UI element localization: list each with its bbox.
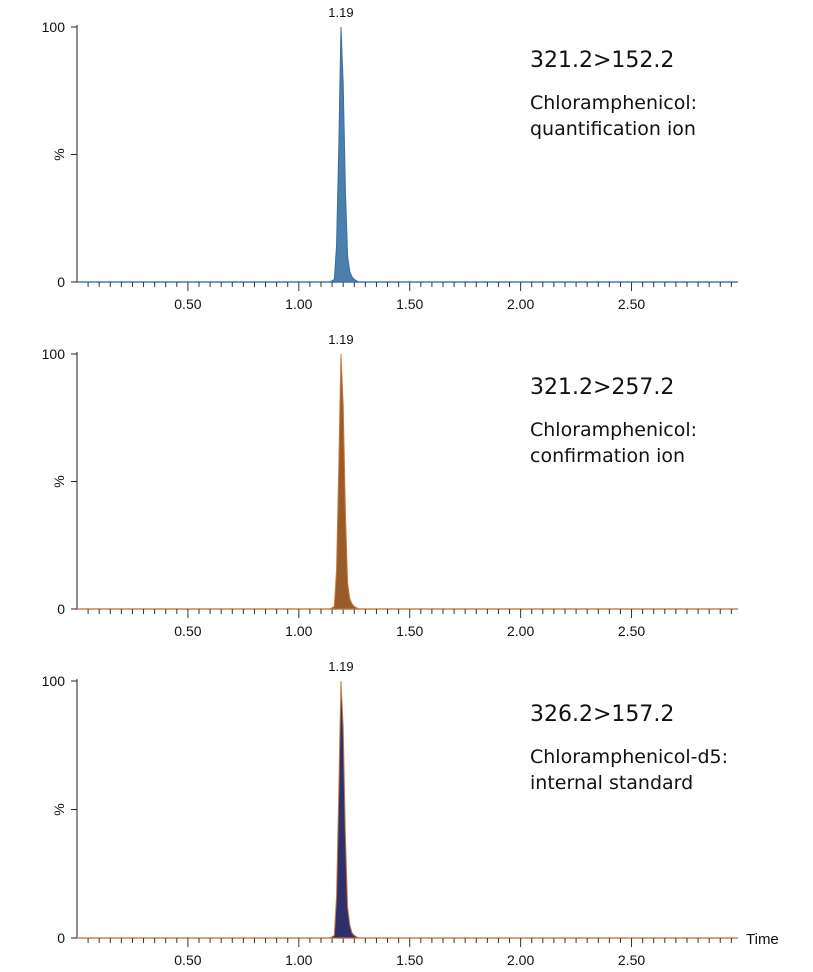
chromatogram-panel-2: 100 0% 0.50 1.00 1.50 2.00 2.50 1.19 321.2>257.2… bbox=[42, 332, 738, 639]
x-axis-title: Time bbox=[746, 931, 779, 948]
compound-annotation: Chloramphenicol: bbox=[530, 92, 697, 114]
compound-annotation: Chloramphenicol-d5: bbox=[530, 746, 728, 768]
y-tick-label: 0 bbox=[57, 930, 65, 946]
peak-area bbox=[329, 680, 359, 939]
y-axis-label: % bbox=[51, 803, 67, 815]
x-tick-label: 2.00 bbox=[507, 623, 534, 639]
x-tick-label: 0.50 bbox=[174, 296, 201, 312]
peak-area bbox=[329, 26, 359, 283]
y-tick-label: 100 bbox=[42, 346, 66, 362]
peak-retention-label: 1.19 bbox=[328, 659, 353, 674]
y-axis-label: % bbox=[51, 475, 67, 487]
x-tick-label: 2.50 bbox=[618, 623, 645, 639]
mrm-transition-label: 321.2>257.2 bbox=[530, 375, 674, 400]
compound-annotation: quantification ion bbox=[530, 118, 696, 140]
mrm-transition-label: 321.2>152.2 bbox=[530, 48, 674, 73]
x-tick-label: 1.00 bbox=[285, 952, 312, 968]
compound-annotation: confirmation ion bbox=[530, 445, 685, 467]
x-tick-label: 1.50 bbox=[396, 952, 423, 968]
x-tick-label: 0.50 bbox=[174, 623, 201, 639]
compound-annotation: Chloramphenicol: bbox=[530, 419, 697, 441]
y-tick-label: 0 bbox=[57, 601, 65, 617]
x-tick-label: 1.00 bbox=[285, 623, 312, 639]
chromatogram-panel-1: 100 0% 0.50 1.00 1.50 2.00 2.50 1.19 321.2>152.2… bbox=[42, 5, 738, 312]
peak-retention-label: 1.19 bbox=[328, 5, 353, 20]
y-tick-label: 100 bbox=[42, 673, 66, 689]
y-tick-label: 0 bbox=[57, 274, 65, 290]
x-tick-label: 2.50 bbox=[618, 952, 645, 968]
x-tick-label: 0.50 bbox=[174, 952, 201, 968]
peak-area bbox=[329, 353, 359, 610]
y-axis-label: % bbox=[51, 148, 67, 160]
peak-retention-label: 1.19 bbox=[328, 332, 353, 347]
chromatogram-panel-3: 100 0% 0.50 1.00 1.50 2.00 2.50 1.19 326.2>157.2… bbox=[42, 659, 779, 968]
x-tick-label: 1.50 bbox=[396, 296, 423, 312]
x-tick-label: 2.00 bbox=[507, 952, 534, 968]
x-tick-label: 1.50 bbox=[396, 623, 423, 639]
mrm-transition-label: 326.2>157.2 bbox=[530, 702, 674, 727]
x-tick-label: 2.00 bbox=[507, 296, 534, 312]
x-tick-label: 2.50 bbox=[618, 296, 645, 312]
x-tick-label: 1.00 bbox=[285, 296, 312, 312]
y-tick-label: 100 bbox=[42, 19, 66, 35]
compound-annotation: internal standard bbox=[530, 772, 693, 794]
